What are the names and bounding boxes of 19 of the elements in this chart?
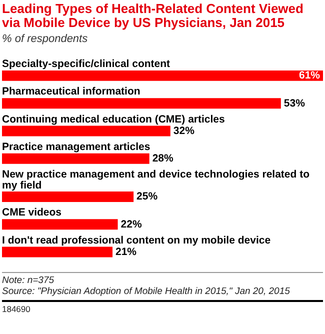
y-tick-label: Specialty-specific/clinical content xyxy=(2,58,171,70)
text: Note: n=375 xyxy=(2,275,56,286)
data-label: 32% xyxy=(173,124,196,137)
y-tick-label: CME videos xyxy=(2,206,62,219)
data-label: 25% xyxy=(136,190,158,203)
y-tick-label: New practice management and device technologies related to my field xyxy=(2,168,310,192)
y-tick-label: I don't read professional content on my mobile device xyxy=(2,234,271,246)
data-label: 21% xyxy=(116,246,138,258)
y-tick-label: Continuing medical education (CME) articles xyxy=(2,113,226,126)
text: 184690 xyxy=(2,300,323,314)
data-label: 61% xyxy=(298,70,321,82)
y-tick-label: Practice management articles xyxy=(2,140,150,153)
y-tick-label: Pharmaceutical information xyxy=(2,86,140,98)
data-label: 22% xyxy=(120,218,142,230)
data-label: 28% xyxy=(152,152,174,165)
source-note: Source: "Physician Adoption of Mobile Health in 2015," Jan 20, 2015 xyxy=(2,286,291,297)
chart-title: Leading Types of Health-Related Content Viewed via Mobile Device by US Physicians, Jan 2015 xyxy=(2,1,304,30)
chart-subtitle: % of respondents xyxy=(2,33,88,45)
data-label: 53% xyxy=(284,97,306,110)
